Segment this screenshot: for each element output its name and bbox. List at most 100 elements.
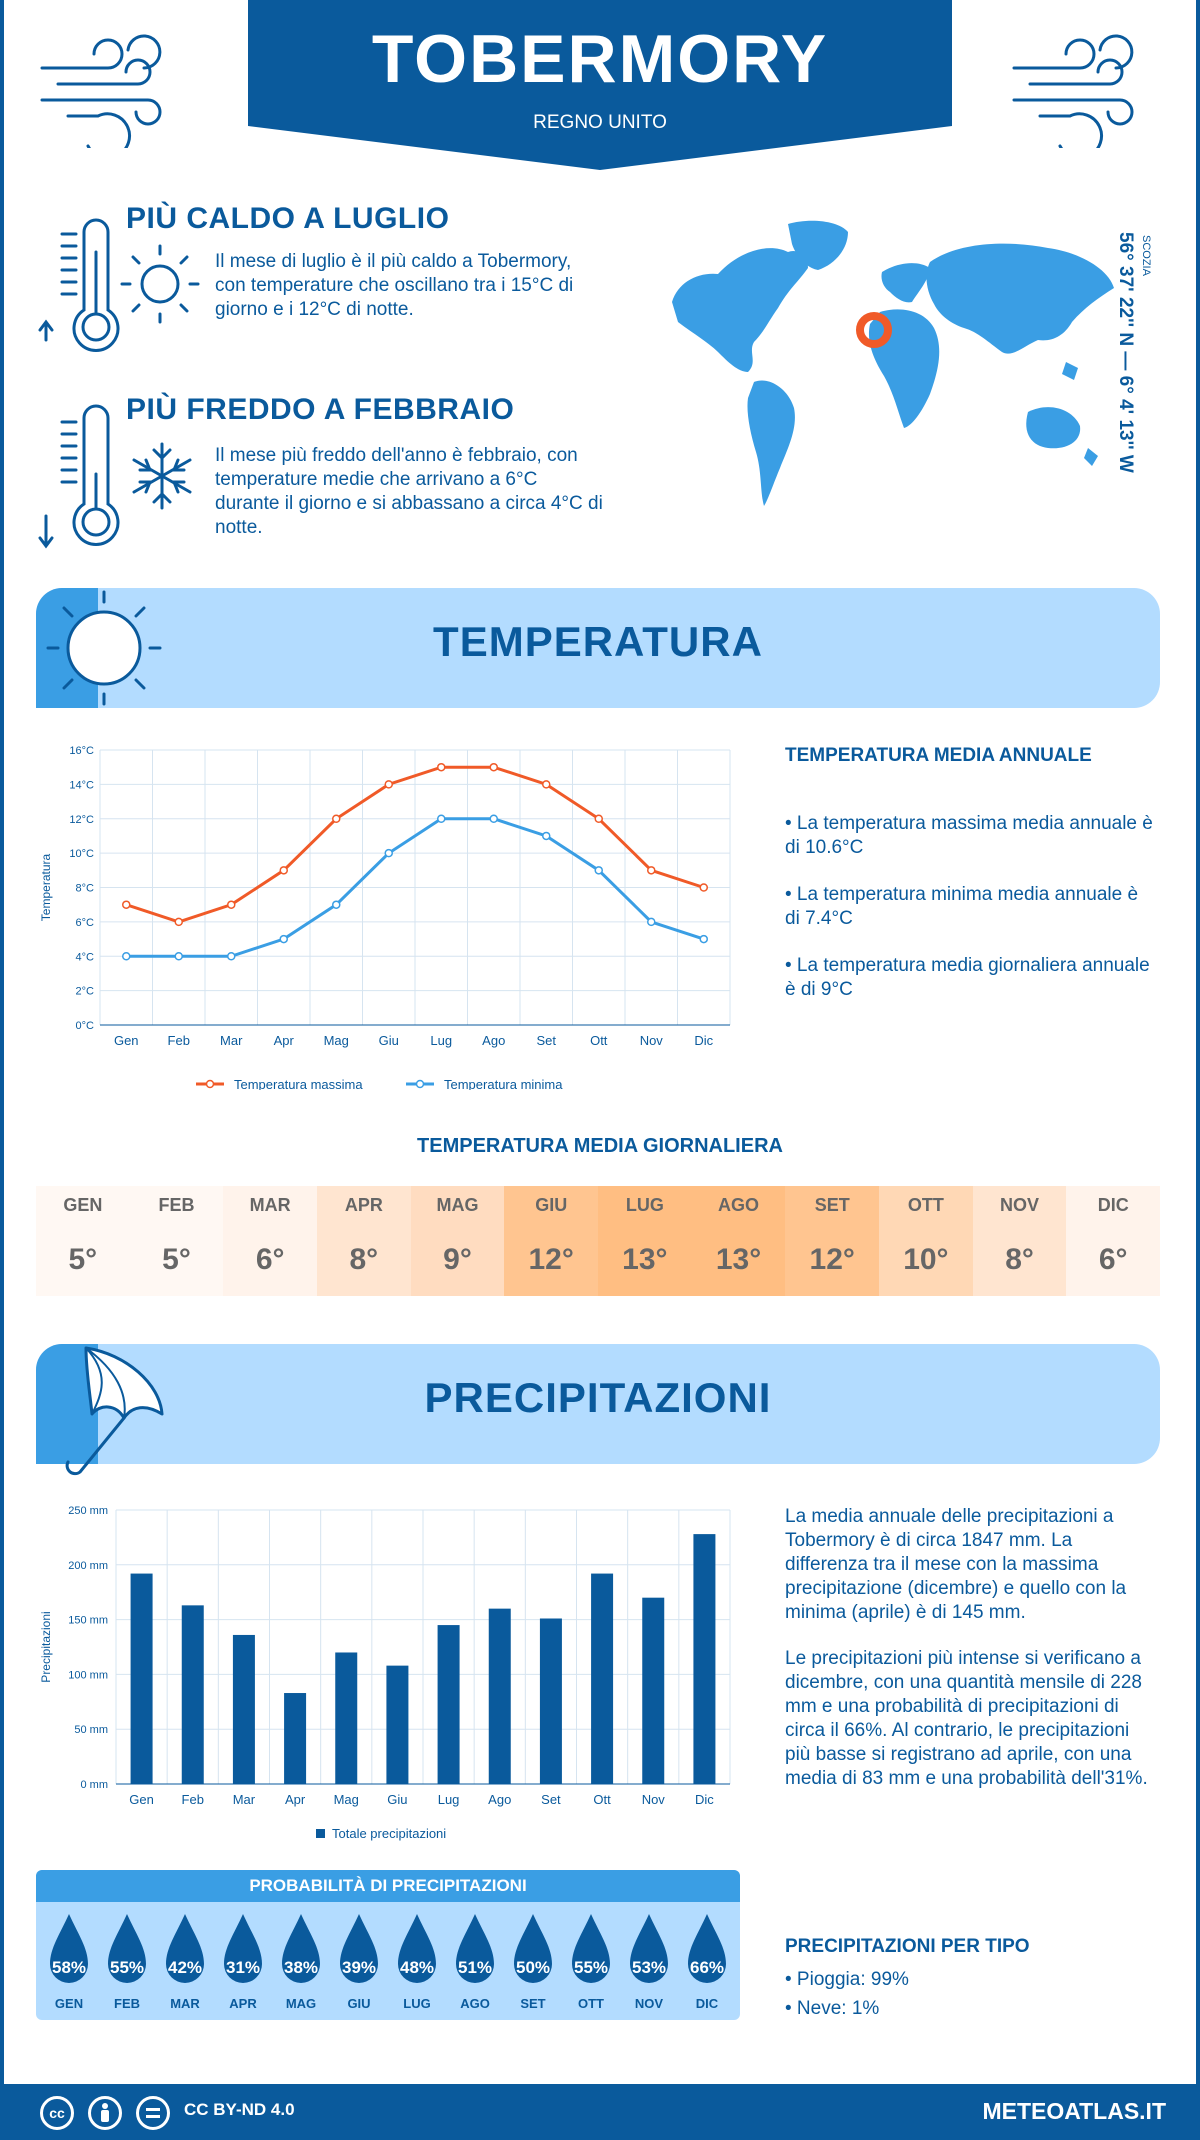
daily-temp-cell: NOV 8°: [972, 1186, 1067, 1296]
probability-drop: 39% GIU: [330, 1912, 388, 2012]
daily-temp-value: 6°: [255, 1243, 285, 1276]
probability-value: 55%: [573, 1958, 609, 1977]
daily-temp-value: 5°: [68, 1243, 98, 1276]
y-tick-label: 150 mm: [68, 1615, 108, 1627]
precip-type-title: PRECIPITAZIONI PER TIPO: [785, 1936, 1030, 1957]
precipitation-section-header: PRECIPITAZIONI: [36, 1344, 1160, 1464]
x-tick-label: Lug: [438, 1792, 460, 1807]
precip-type-snow: • Neve: 1%: [785, 1998, 880, 2019]
site-name[interactable]: METEOATLAS.IT: [982, 2098, 1166, 2124]
probability-value: 50%: [515, 1958, 551, 1977]
bar: [642, 1597, 665, 1784]
probability-value: 58%: [51, 1958, 87, 1977]
y-tick-label: 100 mm: [68, 1669, 108, 1681]
annual-temp-title: TEMPERATURA MEDIA ANNUALE: [785, 745, 1092, 766]
bar: [232, 1634, 255, 1784]
probability-month: MAG: [285, 1996, 317, 2011]
x-tick-label: Lug: [430, 1033, 452, 1048]
data-point: [542, 780, 551, 789]
wind-icon: [40, 34, 162, 148]
data-point: [437, 814, 446, 823]
raindrop-icon: [398, 1914, 436, 1983]
raindrop-icon: [224, 1914, 262, 1983]
x-tick-label: Mar: [220, 1033, 243, 1048]
attribution-icon: [88, 2096, 122, 2130]
daily-temp-cell: MAR 6°: [223, 1186, 318, 1296]
data-point: [332, 814, 341, 823]
bar: [335, 1652, 358, 1784]
x-tick-label: Nov: [640, 1033, 664, 1048]
legend-swatch: [316, 1829, 325, 1838]
series-line: [125, 765, 705, 924]
y-tick-label: 0 mm: [81, 1779, 109, 1791]
probability-month: OTT: [578, 1996, 604, 2011]
bar: [539, 1618, 562, 1784]
data-point: [489, 762, 498, 772]
probability-month: MAR: [170, 1996, 200, 2011]
precipitation-chart: 0 mm 50 mm 100 mm 150 mm 200 mm 250 mm Gen Feb M…: [39, 1505, 731, 1841]
data-point: [384, 848, 393, 858]
x-tick-label: Dic: [694, 1033, 713, 1048]
data-point: [699, 883, 708, 892]
no-derivatives-icon: [136, 2096, 170, 2130]
probability-drop: 42% MAR: [156, 1912, 214, 2012]
temperature-chart: 0°C 2°C 4°C 6°C 8°C 10°C 12°C 14°C 16°C Gen Feb Mar…: [39, 745, 731, 1090]
probability-month: DIC: [695, 1996, 719, 2011]
daily-temp-month: LUG: [625, 1195, 664, 1215]
x-tick-label: Ago: [488, 1792, 511, 1807]
daily-temp-cell: FEB 5°: [129, 1186, 224, 1296]
legend-label: Temperatura massima: [234, 1077, 363, 1090]
thermometer-cold-icon: [38, 404, 192, 549]
annual-temp-mean: • La temperatura media giornaliera annua…: [785, 955, 1150, 1000]
y-axis-label: Precipitazioni: [39, 1611, 53, 1682]
daily-temp-cell: SET 12°: [785, 1186, 880, 1296]
daily-temp-cell: MAG 9°: [410, 1186, 505, 1296]
raindrop-icon: [166, 1914, 204, 1983]
bar: [386, 1665, 409, 1784]
data-point: [174, 917, 183, 927]
daily-temp-value: 12°: [809, 1243, 855, 1276]
sun-icon: [36, 588, 162, 708]
probability-drop: 38% MAG: [272, 1912, 330, 2012]
x-tick-label: Set: [536, 1033, 556, 1048]
umbrella-icon: [36, 1344, 164, 1476]
bar: [693, 1534, 716, 1784]
world-map: [672, 220, 1114, 506]
x-tick-label: Gen: [114, 1033, 139, 1048]
bar: [591, 1573, 614, 1784]
data-point: [699, 934, 708, 944]
daily-temp-month: NOV: [1000, 1195, 1040, 1215]
data-point: [384, 780, 393, 789]
probability-drop: 55% OTT: [562, 1912, 620, 2012]
country-subtitle: REGNO UNITO: [533, 112, 667, 133]
daily-temp-cell: GIU 12°: [504, 1186, 599, 1296]
raindrop-icon: [108, 1914, 146, 1983]
data-point: [227, 952, 236, 961]
daily-temp-value: 13°: [715, 1243, 762, 1276]
x-tick-label: Ago: [482, 1033, 505, 1048]
bar: [181, 1605, 204, 1784]
probability-month: AGO: [460, 1996, 490, 2011]
raindrop-icon: [282, 1914, 320, 1983]
daily-temp-month: MAR: [249, 1195, 291, 1215]
license-text: CC BY-ND 4.0: [184, 2100, 295, 2119]
legend-label: Totale precipitazioni: [332, 1826, 446, 1841]
city-title: TOBERMORY: [371, 21, 829, 97]
x-tick-label: Mag: [324, 1033, 349, 1048]
probability-value: 31%: [225, 1958, 261, 1977]
daily-temp-month: SET: [814, 1195, 850, 1215]
daily-temp-value: 13°: [622, 1243, 668, 1276]
raindrop-icon: [50, 1914, 88, 1983]
probability-drop: 51% AGO: [446, 1912, 504, 2012]
daily-temp-month: DIC: [1097, 1195, 1129, 1215]
x-tick-label: Mar: [233, 1792, 256, 1807]
bar: [437, 1625, 460, 1784]
daily-temp-cell: GEN 5°: [36, 1186, 130, 1296]
y-tick-label: 200 mm: [68, 1560, 108, 1572]
annual-temp-max: • La temperatura massima media annuale è…: [785, 813, 1153, 858]
x-tick-label: Set: [541, 1792, 561, 1807]
probability-month: NOV: [634, 1996, 664, 2011]
daily-temp-month: GEN: [63, 1195, 103, 1215]
header-banner: [248, 0, 952, 170]
daily-temp-month: MAG: [436, 1195, 479, 1215]
